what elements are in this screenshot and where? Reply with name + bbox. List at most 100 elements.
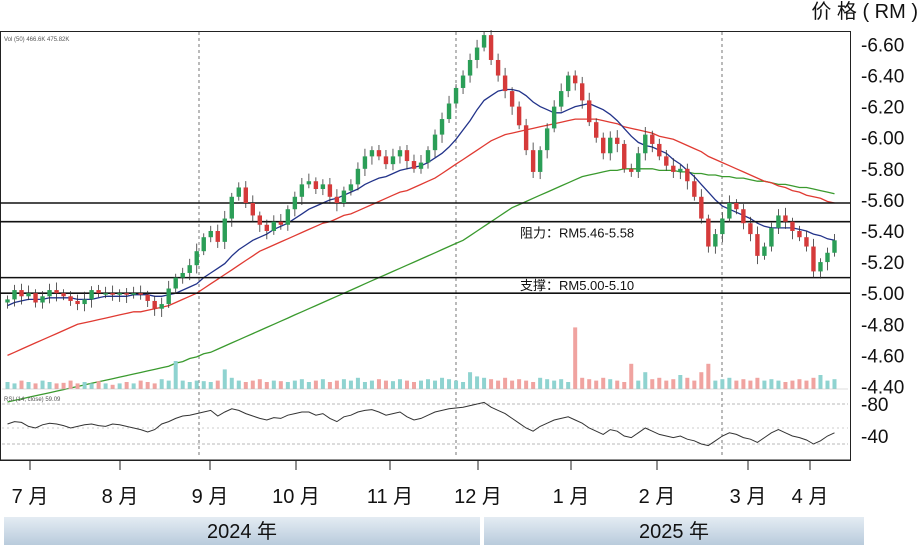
candle-body (5, 299, 10, 303)
rsi-line (7, 401, 835, 447)
candle-body (348, 184, 354, 191)
rsi-header: RSI (14, close) 59.09 (4, 397, 61, 403)
candle-body (811, 246, 816, 272)
candle-body (369, 150, 375, 157)
volume-bar (103, 383, 108, 389)
volume-bar (5, 382, 10, 389)
candle-body (516, 106, 522, 126)
candle-body (446, 103, 452, 120)
volume-bar (334, 380, 339, 389)
volume-bar (832, 379, 837, 389)
volume-bar (790, 380, 795, 389)
candle-body (727, 203, 732, 219)
candle-body (460, 75, 466, 88)
volume-bar (390, 381, 395, 389)
candle-body (818, 262, 823, 272)
candle-body (327, 184, 333, 197)
volume-bar (215, 380, 220, 389)
candle-body (278, 221, 284, 225)
candle-body (699, 196, 704, 219)
volume-bar (650, 379, 655, 389)
candle-body (117, 293, 122, 295)
price-tick-label: -6.60 (861, 35, 904, 56)
candle-body (418, 162, 424, 169)
volume-bar (699, 372, 704, 389)
level-annotation: 阻力：RM5.46-5.58 (520, 226, 634, 241)
month-label: 9 月 (192, 486, 229, 508)
year-label: 2025 年 (639, 520, 709, 543)
candle-body (481, 35, 487, 48)
volume-bar (706, 363, 711, 389)
volume-bar (671, 379, 676, 389)
candle-body (551, 106, 557, 129)
candle-body (769, 227, 774, 247)
volume-bar (818, 375, 823, 389)
candle-body (671, 165, 676, 172)
volume-bar (411, 382, 416, 389)
candle-body (257, 215, 263, 225)
volume-bar (271, 380, 276, 389)
volume-bar (482, 377, 487, 389)
candle-body (713, 234, 718, 247)
candle-body (411, 161, 417, 169)
candle-body (75, 300, 80, 305)
candle-body (82, 299, 87, 305)
candle-body (103, 293, 108, 295)
candle-body (622, 143, 627, 169)
year-label: 2024 年 (207, 520, 277, 543)
candle-body (657, 143, 662, 157)
candle-body (594, 122, 599, 138)
volume-bar (580, 377, 585, 389)
volume-bar (615, 380, 620, 389)
candle-body (236, 187, 241, 197)
rsi-tick-label: -80 (861, 395, 888, 416)
month-label: 8 月 (102, 486, 139, 508)
volume-bar (404, 380, 409, 389)
candle-body (734, 203, 739, 210)
volume-bar (496, 380, 501, 389)
volume-bar (75, 383, 80, 389)
volume-bar (320, 379, 325, 389)
price-tick-label: -5.60 (861, 191, 904, 212)
volume-bar (657, 377, 662, 389)
volume-bar (47, 382, 52, 389)
volume-bar (96, 381, 101, 389)
volume-bar (257, 379, 262, 389)
volume-bar (180, 380, 185, 389)
volume-bar (426, 379, 431, 389)
candle-body (89, 290, 94, 300)
volume-bar (68, 380, 73, 389)
volume-bar (40, 380, 45, 389)
candle-body (299, 184, 305, 197)
volume-bar (369, 380, 374, 389)
candle-body (558, 91, 564, 107)
candle-body (131, 293, 136, 295)
candle-body (271, 221, 277, 231)
candle-body (488, 35, 494, 60)
price-tick-label: -5.20 (861, 253, 904, 274)
volume-bar (636, 380, 641, 389)
volume-bar (489, 379, 494, 389)
candle-body (404, 150, 410, 162)
volume-bar (19, 380, 24, 389)
candle-body (495, 59, 501, 76)
volume-bar (124, 382, 129, 389)
candle-body (685, 168, 690, 182)
candle-body (601, 137, 606, 154)
volume-bar (285, 382, 290, 389)
volume-bar (166, 380, 171, 389)
volume-bar (538, 377, 543, 389)
level-annotation: 支撑：RM5.00-5.10 (520, 278, 634, 293)
volume-bar (762, 380, 767, 389)
candle-body (173, 277, 178, 289)
candle-body (397, 150, 403, 157)
candle-body (572, 75, 578, 84)
volume-bar (173, 361, 178, 389)
candle-body (19, 290, 24, 297)
volume-header: Vol (50) 466.6K 475.82K (4, 37, 69, 43)
price-tick-label: -5.40 (861, 222, 904, 243)
candle-body (124, 293, 129, 295)
candle-body (643, 134, 648, 154)
candle-body (222, 218, 227, 242)
